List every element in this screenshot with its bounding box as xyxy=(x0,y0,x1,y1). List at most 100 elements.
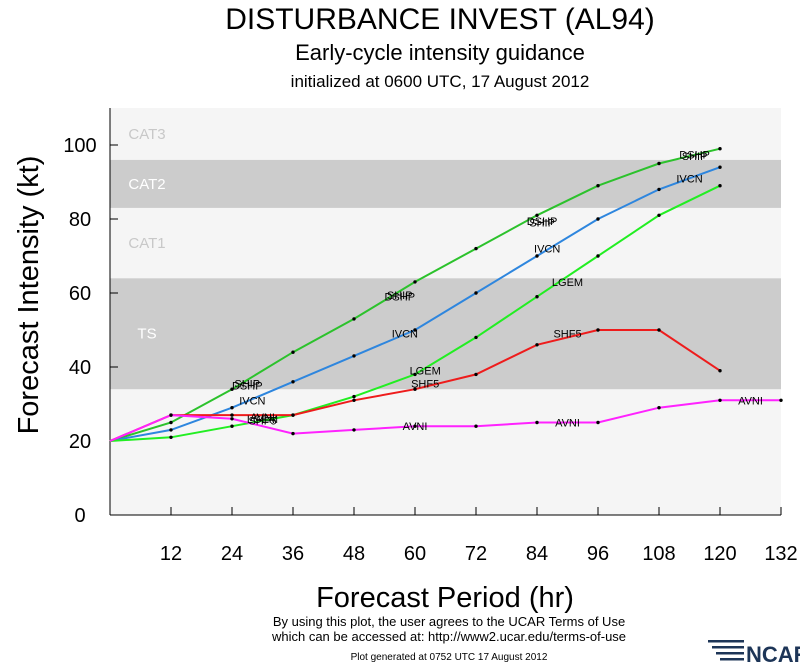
data-point xyxy=(657,187,661,192)
ncar-logo-mark xyxy=(708,640,744,661)
y-tick-label: 40 xyxy=(69,357,91,379)
data-point xyxy=(230,406,234,410)
data-point xyxy=(169,428,173,432)
data-point xyxy=(657,328,661,332)
data-point xyxy=(474,291,478,295)
x-tick-label: 72 xyxy=(465,543,487,565)
y-tick-label: 60 xyxy=(69,283,91,305)
band-label: TS xyxy=(137,326,156,343)
band-label: CAT3 xyxy=(128,126,165,143)
data-point xyxy=(291,431,295,436)
series-tag: LGEM xyxy=(552,277,583,289)
y-tick-label: 80 xyxy=(69,209,91,231)
data-point xyxy=(352,394,356,399)
terms-line-2: which can be accessed at: http://www2.uc… xyxy=(271,629,626,644)
series-tag: SHF5 xyxy=(248,416,276,428)
band-label: CAT2 xyxy=(128,176,165,193)
band-cat1 xyxy=(110,207,781,279)
chart-subtitle: Early-cycle intensity guidance xyxy=(295,40,585,65)
data-point xyxy=(291,380,295,384)
data-point xyxy=(718,147,722,151)
x-tick-label: 36 xyxy=(282,543,304,565)
x-tick-label: 48 xyxy=(343,543,365,565)
data-point xyxy=(352,428,356,432)
series-tag: AVNI xyxy=(738,395,763,407)
ncar-logo: NCAR xyxy=(708,640,800,665)
data-point xyxy=(657,161,661,166)
series-labels: DSHPSHIPDSHPSHIPSHIPDSHPSHIPDSHPIVCNIVCN… xyxy=(232,149,763,433)
y-tick-label: 100 xyxy=(63,135,96,157)
data-point xyxy=(718,369,722,373)
chart-title: DISTURBANCE INVEST (AL94) xyxy=(225,3,655,36)
series-tag: DSHP xyxy=(384,292,415,304)
generated-time: Plot generated at 0752 UTC 17 August 201… xyxy=(351,652,548,663)
x-tick-label: 12 xyxy=(160,543,182,565)
data-point xyxy=(596,184,600,188)
data-point xyxy=(718,165,722,169)
data-point xyxy=(535,295,539,299)
data-point xyxy=(413,280,417,284)
x-tick-label: 108 xyxy=(642,543,675,565)
series-tag: DSHP xyxy=(527,216,558,228)
series-tag: SHIP xyxy=(387,290,413,302)
data-point xyxy=(657,213,661,217)
data-point xyxy=(596,420,600,425)
series-tag: SHF5 xyxy=(411,379,439,391)
band-label: CAT1 xyxy=(128,235,165,252)
data-point xyxy=(230,413,234,417)
data-point xyxy=(535,343,539,347)
terms-line-1: By using this plot, the user agrees to t… xyxy=(273,614,625,629)
data-point xyxy=(352,354,356,358)
data-point xyxy=(169,420,173,425)
series-tag: IVCN xyxy=(239,395,265,407)
x-tick-label: 60 xyxy=(404,543,426,565)
series-tag: AVNI xyxy=(555,418,580,430)
series-tag: LGEM xyxy=(410,366,441,378)
data-point xyxy=(718,184,722,188)
band-ts xyxy=(110,278,781,390)
y-axis-label: Forecast Intensity (kt) xyxy=(13,156,45,435)
ncar-logo-text: NCAR xyxy=(746,642,800,665)
series-tag: SHIP xyxy=(234,379,260,391)
data-point xyxy=(596,217,600,221)
series-tag: SHF5 xyxy=(553,329,581,341)
data-point xyxy=(352,398,356,402)
init-time: initialized at 0600 UTC, 17 August 2012 xyxy=(291,72,590,91)
data-point xyxy=(474,372,478,377)
series-tag: IVCN xyxy=(392,329,418,341)
data-point xyxy=(413,424,417,428)
forecast-series xyxy=(109,147,783,442)
series-tag: DSHP xyxy=(232,381,263,393)
y-tick-label: 20 xyxy=(69,431,91,453)
data-point xyxy=(657,406,661,410)
series-tag: IVCN xyxy=(676,173,702,185)
data-point xyxy=(535,254,539,258)
x-tick-label: 120 xyxy=(703,543,736,565)
series-line-avni xyxy=(109,399,781,442)
data-point xyxy=(596,328,600,332)
data-point xyxy=(352,317,356,321)
data-point xyxy=(291,350,295,354)
band-cat3 xyxy=(110,108,781,160)
series-tag: SHIP xyxy=(682,151,708,163)
data-point xyxy=(474,335,478,340)
data-point xyxy=(169,413,173,417)
data-point xyxy=(474,246,478,251)
data-point xyxy=(413,372,417,377)
data-point xyxy=(230,387,234,391)
y-tick-label: 0 xyxy=(74,505,85,527)
series-tag: AVNI xyxy=(403,421,428,433)
data-point xyxy=(230,424,234,428)
x-tick-label: 132 xyxy=(764,543,797,565)
data-point xyxy=(535,420,539,425)
plot-axes: 0 20 40 60 80 100 12 24 36 48 60 72 84 96 108 120 132 xyxy=(63,108,798,565)
data-point xyxy=(474,424,478,428)
data-point xyxy=(291,413,295,417)
data-point xyxy=(230,417,234,421)
series-tag: DSHP xyxy=(679,149,710,161)
data-point xyxy=(535,213,539,217)
data-point xyxy=(413,328,417,332)
data-point xyxy=(596,254,600,258)
series-tag: SHIP xyxy=(529,218,555,230)
